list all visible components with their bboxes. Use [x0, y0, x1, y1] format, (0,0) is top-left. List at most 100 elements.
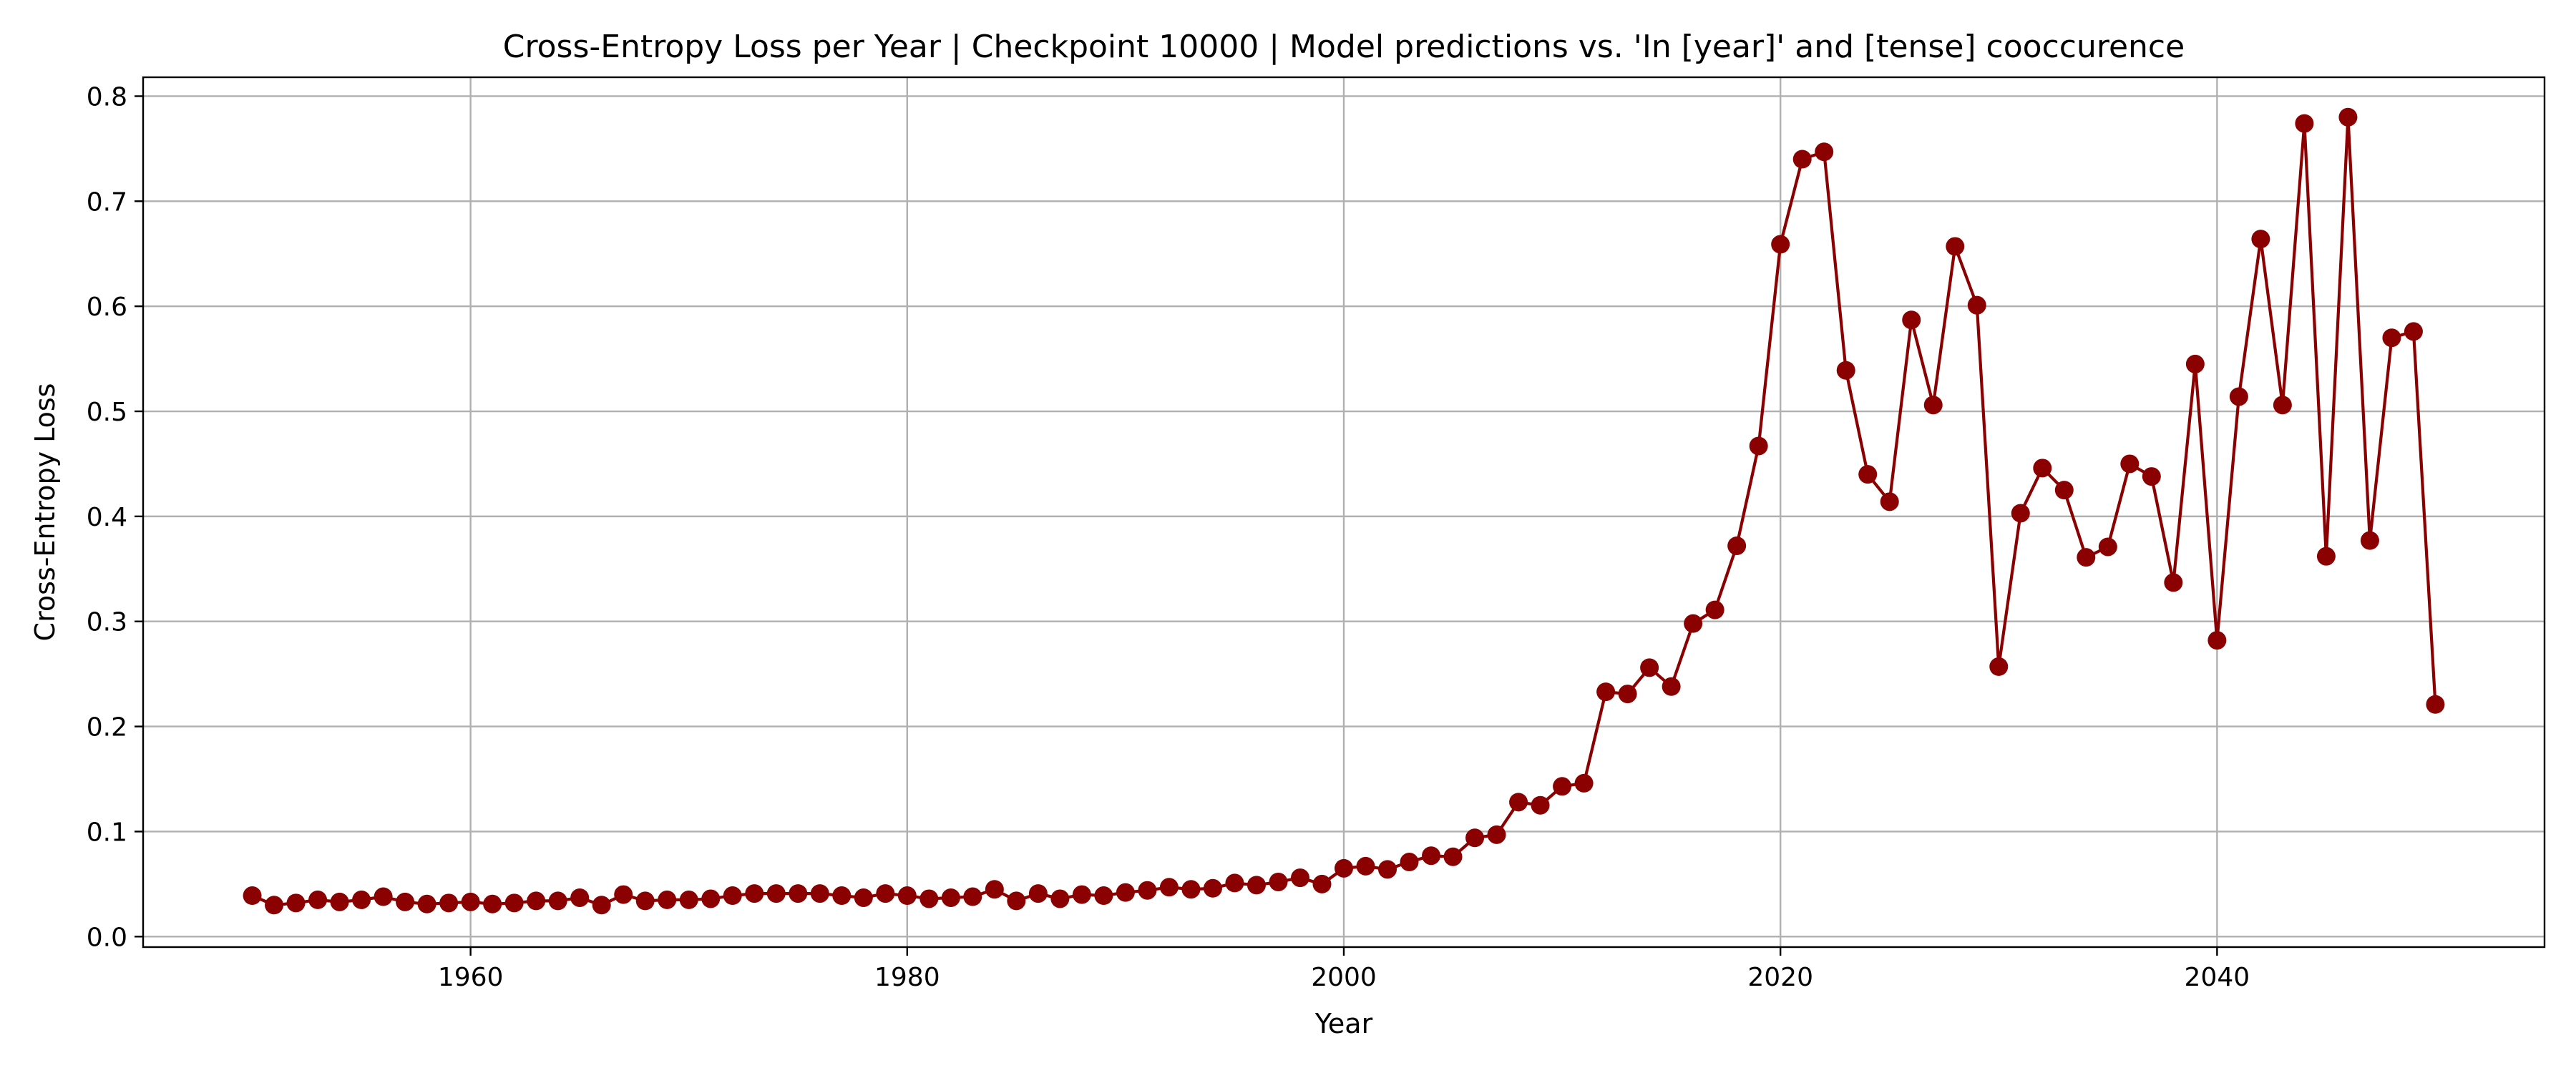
- data-point: [570, 888, 590, 907]
- data-point: [614, 885, 633, 904]
- data-point: [1553, 777, 1572, 796]
- data-point: [1028, 884, 1048, 903]
- data-point: [1727, 536, 1747, 555]
- data-point: [1880, 492, 1899, 511]
- data-point: [723, 886, 742, 906]
- data-point: [2142, 467, 2161, 486]
- data-point: [374, 887, 393, 906]
- data-point: [504, 893, 524, 913]
- y-tick-label: 0.5: [87, 398, 127, 427]
- data-point: [1618, 685, 1637, 704]
- data-point: [1705, 600, 1724, 619]
- data-point: [548, 891, 567, 911]
- data-point: [2207, 631, 2227, 650]
- data-point: [1203, 878, 1222, 898]
- data-point: [2404, 322, 2423, 341]
- data-point: [897, 886, 917, 906]
- data-point: [2426, 695, 2445, 714]
- data-point: [1312, 874, 1332, 893]
- data-point: [1684, 614, 1703, 633]
- data-point: [2098, 537, 2117, 557]
- y-axis-title: Cross-Entropy Loss: [29, 383, 61, 642]
- data-point: [1946, 237, 1965, 256]
- data-point: [1094, 886, 1113, 906]
- data-point: [1422, 846, 1441, 866]
- y-tick-label: 0.2: [87, 713, 127, 743]
- data-point: [1836, 361, 1855, 380]
- data-point: [1007, 891, 1026, 911]
- data-point: [286, 893, 306, 913]
- data-point: [330, 892, 349, 911]
- data-point: [1902, 310, 1921, 330]
- data-point: [483, 894, 502, 913]
- data-point: [1400, 853, 1419, 872]
- axis-ticks: 1960 1980 2000 2020 2040 0.0 0.1 0.2 0.3 0.4 0.5 0.…: [87, 82, 2250, 992]
- data-point: [1923, 396, 1943, 415]
- x-tick-label: 2040: [2185, 963, 2250, 992]
- y-tick-label: 0.8: [87, 82, 127, 112]
- x-axis-title: Year: [1314, 1008, 1373, 1039]
- data-point: [1815, 142, 1834, 162]
- data-point: [963, 887, 982, 906]
- data-point: [789, 884, 808, 903]
- data-point: [1989, 657, 2009, 676]
- data-point: [854, 888, 873, 907]
- data-point: [1465, 828, 1485, 848]
- data-point: [1269, 872, 1288, 891]
- y-tick-label: 0.6: [87, 293, 127, 322]
- data-point: [1509, 793, 1528, 812]
- data-point: [2077, 548, 2096, 567]
- data-point: [2185, 354, 2205, 373]
- data-point: [1596, 682, 1616, 702]
- data-point: [243, 886, 262, 906]
- data-point: [810, 884, 829, 903]
- data-point: [1574, 773, 1594, 793]
- y-tick-label: 0.3: [87, 608, 127, 637]
- data-point: [439, 893, 459, 913]
- data-point: [352, 890, 371, 909]
- x-tick-label: 2000: [1311, 963, 1377, 992]
- data-point: [701, 889, 721, 908]
- data-point: [1531, 795, 1550, 815]
- data-point: [417, 894, 436, 913]
- y-tick-label: 0.4: [87, 503, 127, 532]
- data-point: [2338, 107, 2358, 127]
- data-point: [1159, 878, 1179, 897]
- data-point: [1116, 883, 1135, 902]
- x-tick-label: 1960: [438, 963, 504, 992]
- data-point: [1662, 677, 1681, 696]
- data-point: [1356, 856, 1375, 876]
- data-point: [2295, 114, 2314, 133]
- data-point: [396, 892, 415, 911]
- data-point: [2229, 387, 2248, 406]
- x-tick-label: 1980: [874, 963, 940, 992]
- data-point: [679, 890, 698, 909]
- data-point: [308, 890, 328, 909]
- data-point: [832, 886, 852, 906]
- data-point: [635, 891, 655, 911]
- data-point: [941, 888, 960, 907]
- data-point: [1378, 860, 1397, 879]
- data-point: [1749, 436, 1768, 456]
- data-point: [592, 896, 611, 915]
- data-point: [2011, 504, 2030, 523]
- data-point: [766, 884, 786, 903]
- series-layer: [243, 107, 2445, 915]
- y-tick-label: 0.0: [87, 923, 127, 952]
- data-point: [1181, 880, 1201, 899]
- data-point: [1487, 825, 1506, 844]
- data-point: [985, 880, 1004, 899]
- data-point: [919, 889, 939, 908]
- data-point: [1050, 889, 1070, 908]
- data-point: [876, 884, 895, 903]
- data-point: [2316, 547, 2336, 566]
- data-point: [1246, 876, 1266, 895]
- data-point: [2382, 328, 2401, 348]
- data-point: [2164, 573, 2183, 592]
- data-point: [1138, 881, 1157, 900]
- data-point: [1335, 858, 1353, 878]
- data-point: [461, 892, 480, 911]
- chart-title: Cross-Entropy Loss per Year | Checkpoint…: [503, 29, 2185, 65]
